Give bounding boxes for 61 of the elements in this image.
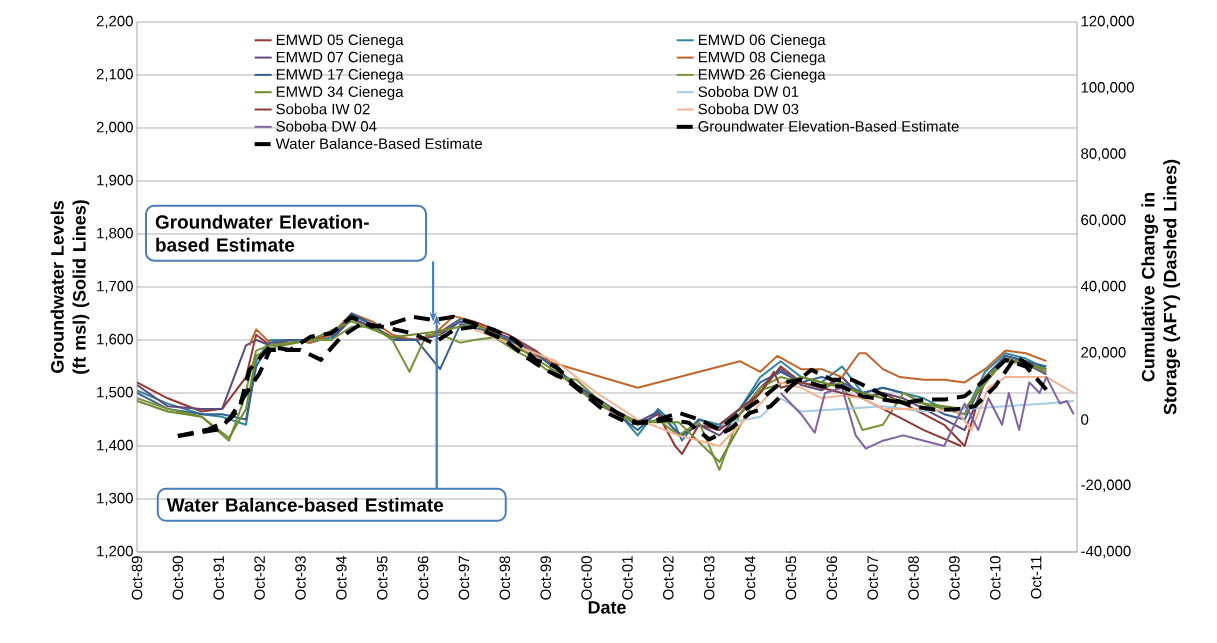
x-tick-label: Oct-93 xyxy=(295,556,306,600)
y2-tick-label: 120,000 xyxy=(1081,15,1134,29)
y-tick-label: 2,000 xyxy=(96,121,133,135)
x-tick-label: Oct-05 xyxy=(785,556,797,600)
x-tick-label: Oct-03 xyxy=(703,556,715,600)
y-axis-title: Groundwater Levels (ft msl) (Solid Lines) xyxy=(50,200,90,374)
x-tick-label: Oct-99 xyxy=(540,556,551,600)
x-tick-label: Oct-06 xyxy=(826,556,838,600)
legend-label: Soboba IW 02 xyxy=(276,103,370,115)
y-tick-label: 1,300 xyxy=(97,492,133,506)
legend-label: EMWD 17 Cienega xyxy=(276,68,404,83)
y2-tick-label: -40,000 xyxy=(1081,545,1131,559)
x-tick-label: Oct-10 xyxy=(989,556,1001,600)
x-tick-label: Oct-92 xyxy=(254,556,265,600)
x-tick-label: Oct-96 xyxy=(417,556,429,600)
y-tick-label: 1,600 xyxy=(97,333,133,347)
y-tick-label: 1,700 xyxy=(97,280,133,294)
legend-label: EMWD 05 Cienega xyxy=(276,34,404,49)
y2-tick-label: 80,000 xyxy=(1081,148,1126,161)
y-tick-label: 2,200 xyxy=(96,15,133,29)
x-tick-label: Oct-97 xyxy=(458,556,470,600)
legend-label: EMWD 34 Cienega xyxy=(276,86,404,100)
x-tick-label: Oct-11 xyxy=(1030,556,1042,599)
y2-tick-label: 40,000 xyxy=(1080,280,1126,294)
legend-label: EMWD 08 Cienega xyxy=(698,51,826,66)
x-tick-label: Oct-02 xyxy=(663,556,674,600)
legend-label: Groundwater Elevation-Based Estimate xyxy=(698,120,959,132)
y-tick-label: 1,800 xyxy=(97,227,133,241)
legend-label: Soboba DW 01 xyxy=(698,86,799,98)
annotation: Water Balance-based Estimate xyxy=(166,497,444,512)
y2-axis-title: Cumulative Change in Storage (AFY) (Dashed Lines) xyxy=(1141,159,1181,415)
y2-tick-label: 0 xyxy=(1081,414,1089,425)
y-tick-label: 1,500 xyxy=(97,386,133,400)
x-tick-label: Oct-90 xyxy=(172,556,184,600)
x-tick-label: Oct-91 xyxy=(213,556,225,600)
y-tick-label: 1,900 xyxy=(97,174,133,188)
y2-tick-label: 60,000 xyxy=(1081,214,1126,227)
x-tick-label: Oct-94 xyxy=(336,555,347,600)
y-tick-label: 2,100 xyxy=(96,68,133,82)
y-tick-label: 1,400 xyxy=(97,439,133,453)
x-tick-label: Oct-98 xyxy=(499,556,511,600)
x-tick-label: Oct-95 xyxy=(376,556,388,600)
x-axis-title: Date xyxy=(588,601,626,614)
x-tick-label: Oct-07 xyxy=(867,556,878,600)
y-tick-label: 1,200 xyxy=(97,545,133,559)
x-tick-label: Oct-01 xyxy=(622,556,633,600)
x-tick-label: Oct-09 xyxy=(949,556,960,600)
x-tick-label: Oct-00 xyxy=(581,556,592,600)
annotation: Groundwater Elevation-based Estimate xyxy=(155,214,369,252)
y2-tick-label: 100,000 xyxy=(1081,82,1134,95)
y2-tick-label: -20,000 xyxy=(1081,479,1131,492)
legend-label: Water Balance-Based Estimate xyxy=(275,137,483,149)
x-tick-label: Oct-04 xyxy=(744,555,756,600)
legend-label: Soboba DW 03 xyxy=(698,103,799,115)
legend-label: EMWD 26 Cienega xyxy=(698,68,826,83)
x-tick-label: Oct-89 xyxy=(131,556,143,600)
legend-label: EMWD 06 Cienega xyxy=(698,34,826,49)
legend-label: Soboba DW 04 xyxy=(276,120,377,132)
legend-label: EMWD 07 Cienega xyxy=(276,51,404,66)
x-tick-label: Oct-08 xyxy=(908,556,919,600)
y2-tick-label: 20,000 xyxy=(1081,347,1126,360)
